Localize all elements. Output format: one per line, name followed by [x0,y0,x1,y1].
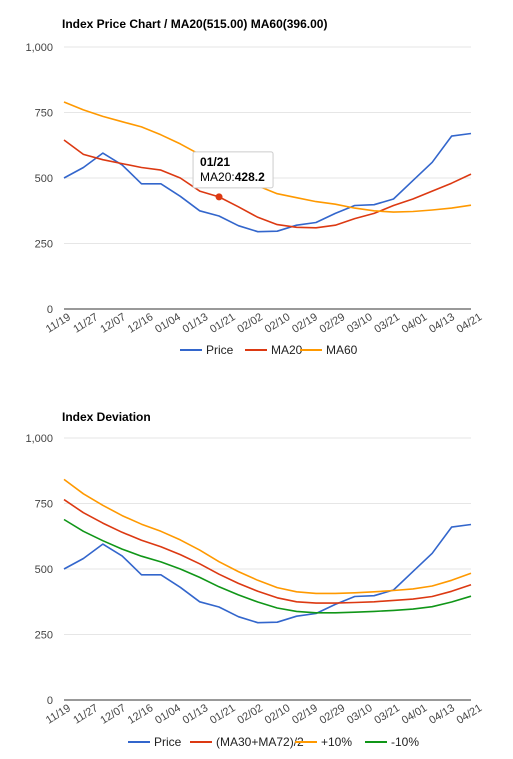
y-tick-label: 1,000 [25,42,53,54]
tooltip-date: 01/21 [200,155,230,169]
x-tick-label: 02/19 [290,702,320,727]
grid-lines [64,437,471,701]
x-tick-label: 04/21 [455,311,485,336]
x-tick-label: 04/01 [400,311,430,336]
tooltip-label: MA20: [200,170,235,184]
series-line-minus10[interactable] [63,518,472,614]
y-tick-label: 0 [47,304,53,316]
series-line-price[interactable] [63,523,472,624]
legend-item-price[interactable]: Price [128,735,182,749]
x-tick-label: 02/19 [290,311,320,336]
x-tick-label: 12/16 [126,311,156,336]
tooltip-number: 428.2 [235,170,265,184]
price-chart: Index Price Chart / MA20(515.00) MA60(39… [25,17,484,357]
legend-label: Price [206,343,234,357]
series-lines [63,101,472,233]
tooltip-box [192,151,274,189]
legend-item-plus10[interactable]: +10% [295,735,352,749]
x-tick-label: 02/29 [318,702,348,727]
x-tick-label: 02/10 [263,311,293,336]
y-tick-label: 500 [35,173,53,185]
y-axis-ticks: 1,000 750 500 250 0 [25,42,53,316]
x-tick-label: 03/10 [345,311,375,336]
y-tick-label: 250 [35,239,53,251]
legend-label: (MA30+MA72)/2 [216,735,304,749]
x-tick-label: 11/27 [71,702,100,726]
x-axis-ticks: 11/1911/2712/0712/1601/0401/1301/2102/02… [44,702,484,727]
x-tick-label: 12/07 [98,702,128,727]
y-tick-label: 750 [35,108,53,120]
legend-label: Price [154,735,182,749]
y-tick-label: 500 [35,564,53,576]
x-tick-label: 02/02 [235,311,265,336]
legend-item-ma60[interactable]: MA60 [300,343,358,357]
x-tick-label: 03/10 [345,702,375,727]
series-line-plus10[interactable] [63,478,472,595]
legend-label: -10% [391,735,419,749]
chart-title: Index Price Chart / MA20(515.00) MA60(39… [62,17,327,31]
series-line-price[interactable] [63,132,472,233]
y-tick-label: 0 [47,695,53,707]
x-tick-label: 11/27 [71,311,100,335]
x-axis-ticks: 11/1911/2712/0712/1601/0401/1301/2102/02… [44,311,484,336]
y-tick-label: 750 [35,499,53,511]
x-tick-label: 04/21 [455,702,485,727]
y-axis-ticks: 1,000 750 500 250 0 [25,433,53,707]
legend-item-minus10[interactable]: -10% [365,735,419,749]
x-tick-label: 01/21 [208,311,238,336]
x-tick-label: 02/02 [235,702,265,727]
legend-item-price[interactable]: Price [180,343,234,357]
series-line-ma20[interactable] [63,139,472,229]
y-tick-label: 250 [35,630,53,642]
tooltip-marker [215,193,223,201]
legend[interactable]: Price (MA30+MA72)/2 +10% -10% [128,735,419,749]
chart-title: Index Deviation [62,410,151,424]
legend-label: MA20 [271,343,303,357]
x-tick-label: 04/13 [427,311,457,336]
x-tick-label: 01/13 [181,702,211,727]
x-tick-label: 04/13 [427,702,457,727]
x-tick-label: 03/21 [372,702,402,727]
tooltip-value: MA20:428.2 [200,170,265,184]
x-tick-label: 02/29 [318,311,348,336]
y-tick-label: 1,000 [25,433,53,445]
x-tick-label: 01/04 [153,311,183,336]
x-tick-label: 01/13 [181,311,211,336]
series-line-ma60[interactable] [63,101,472,213]
series-lines [63,478,472,624]
legend-label: +10% [321,735,352,749]
x-tick-label: 12/07 [98,311,128,336]
deviation-chart: Index Deviation 1,000 750 500 250 0 11/1911/… [25,410,484,749]
legend[interactable]: Price MA20 MA60 [180,343,358,357]
series-line-ma20[interactable] [63,498,472,604]
x-tick-label: 01/04 [153,702,183,727]
x-tick-label: 12/16 [126,702,156,727]
x-tick-label: 03/21 [372,311,402,336]
x-tick-label: 01/21 [208,702,238,727]
x-tick-label: 02/10 [263,702,293,727]
x-tick-label: 04/01 [400,702,430,727]
legend-item-ma20[interactable]: MA20 [245,343,303,357]
tooltip: 01/21 MA20:428.2 [192,151,274,189]
legend-item-ma20[interactable]: (MA30+MA72)/2 [190,735,304,749]
legend-label: MA60 [326,343,358,357]
